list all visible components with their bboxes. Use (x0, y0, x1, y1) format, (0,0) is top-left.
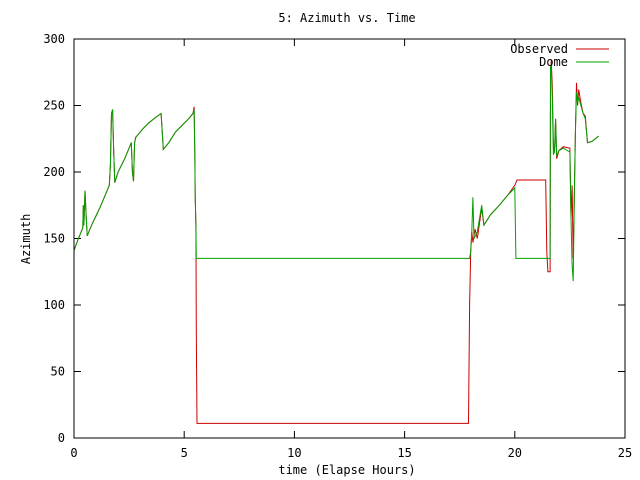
x-tick-label: 10 (287, 446, 301, 460)
x-tick-label: 20 (508, 446, 522, 460)
chart-title: 5: Azimuth vs. Time (278, 11, 415, 25)
y-tick-label: 100 (43, 298, 65, 312)
y-axis-label: Azimuth (19, 214, 33, 265)
x-tick-label: 0 (70, 446, 77, 460)
series-line-observed (73, 60, 599, 424)
series-line-dome (73, 65, 599, 282)
y-tick-label: 300 (43, 32, 65, 46)
y-tick-label: 200 (43, 165, 65, 179)
y-tick-label: 150 (43, 232, 65, 246)
plot-series (73, 60, 599, 424)
y-tick-label: 250 (43, 99, 65, 113)
x-tick-label: 5 (181, 446, 188, 460)
y-tick-label: 0 (58, 431, 65, 445)
x-tick-label: 25 (618, 446, 632, 460)
plot-frame (73, 38, 626, 439)
legend-label-observed: Observed (510, 42, 568, 56)
y-tick-label: 50 (51, 365, 65, 379)
legend-label-dome: Dome (539, 55, 568, 69)
x-axis-label: time (Elapse Hours) (278, 463, 415, 477)
x-tick-label: 15 (397, 446, 411, 460)
